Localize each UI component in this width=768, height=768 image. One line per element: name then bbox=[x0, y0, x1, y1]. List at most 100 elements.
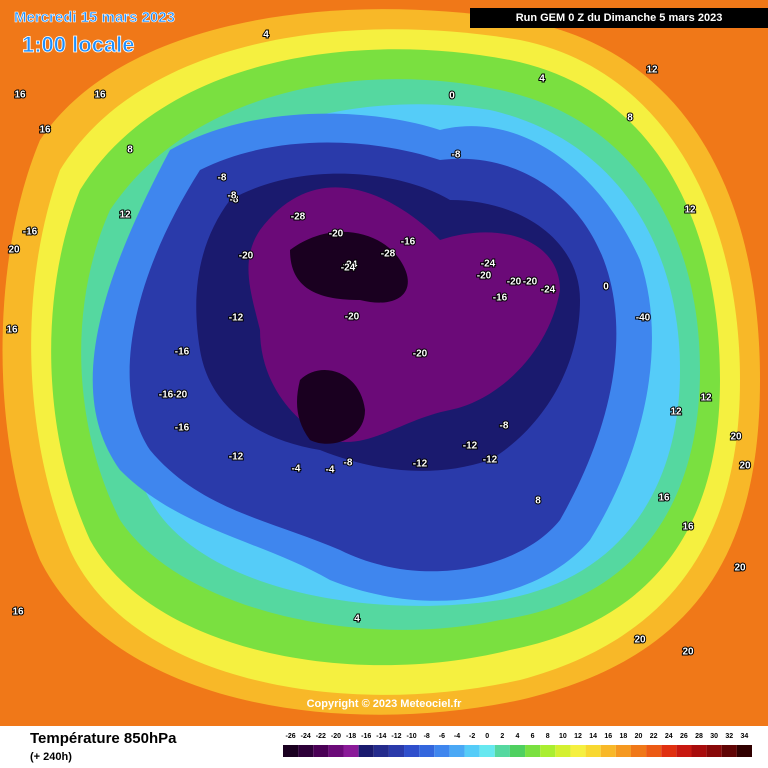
colorbar-swatch bbox=[706, 745, 722, 757]
contour-label: -24 bbox=[541, 285, 556, 296]
colorbar-swatch bbox=[358, 745, 374, 757]
contour-label: -16 bbox=[23, 227, 38, 238]
colorbar-label: -18 bbox=[346, 733, 356, 740]
contour-label: -8 bbox=[218, 173, 227, 184]
contour-label: -8 bbox=[230, 195, 239, 206]
colorbar-swatch bbox=[449, 745, 465, 757]
contour-label: 20 bbox=[730, 432, 742, 443]
colorbar-label: 30 bbox=[710, 733, 718, 740]
contour-label: -16 bbox=[401, 237, 416, 248]
contour-label: -20 bbox=[239, 251, 254, 262]
colorbar-label: -10 bbox=[407, 733, 417, 740]
colorbar: -26 -24 -22 -20 -18 -16 -14 -12 -10 -8 -6 -4 -2 0 2 4 6 8… bbox=[283, 733, 752, 757]
colorbar-label: -24 bbox=[301, 733, 311, 740]
colorbar-swatch bbox=[464, 745, 480, 757]
colorbar-swatch bbox=[343, 745, 359, 757]
colorbar-swatch bbox=[615, 745, 631, 757]
colorbar-label: -6 bbox=[439, 733, 445, 740]
map-background bbox=[0, 0, 768, 726]
contour-label: -20 bbox=[329, 229, 344, 240]
contour-label: 8 bbox=[535, 496, 541, 507]
colorbar-label: -26 bbox=[286, 733, 296, 740]
colorbar-label: 16 bbox=[604, 733, 612, 740]
colorbar-label: -4 bbox=[454, 733, 460, 740]
colorbar-label: 18 bbox=[620, 733, 628, 740]
contour-label: -20 bbox=[477, 271, 492, 282]
colorbar-swatch bbox=[388, 745, 405, 757]
contour-label: 12 bbox=[670, 407, 682, 418]
forecast-date: Mercredi 15 mars 2023 bbox=[14, 9, 175, 26]
colorbar-label: -22 bbox=[316, 733, 326, 740]
colorbar-swatch bbox=[736, 745, 752, 757]
contour-label: -20 bbox=[413, 349, 428, 360]
contour-label: 4 bbox=[539, 74, 545, 85]
contour-label: 20 bbox=[734, 563, 746, 574]
colorbar-swatch bbox=[676, 745, 692, 757]
colorbar-swatch bbox=[691, 745, 707, 757]
contour-label: -4 bbox=[326, 465, 335, 476]
contour-label: -16 bbox=[175, 423, 190, 434]
colorbar-swatch bbox=[630, 745, 647, 757]
colorbar-swatch bbox=[298, 745, 314, 757]
run-box bbox=[470, 8, 768, 28]
colorbar-label: -20 bbox=[331, 733, 341, 740]
contour-label: 12 bbox=[684, 205, 696, 216]
contour-label: -20 bbox=[523, 277, 538, 288]
colorbar-label: -16 bbox=[361, 733, 371, 740]
contour-label: -12 bbox=[229, 313, 244, 324]
colorbar-label: 24 bbox=[665, 733, 673, 740]
contour-label: -20 bbox=[507, 277, 522, 288]
contour-label: -20 bbox=[173, 390, 188, 401]
colorbar-label: 10 bbox=[559, 733, 567, 740]
contour-label: 8 bbox=[127, 145, 133, 156]
contour-label: -24 bbox=[481, 259, 496, 270]
colorbar-label: -8 bbox=[424, 733, 430, 740]
colorbar-label: 28 bbox=[695, 733, 703, 740]
contour-label: -4 bbox=[292, 464, 301, 475]
contour-label: 16 bbox=[94, 90, 106, 101]
contour-label: -40 bbox=[636, 313, 651, 324]
colorbar-label: 32 bbox=[725, 733, 733, 740]
legend-lead: (+ 240h) bbox=[30, 751, 72, 763]
forecast-time: 1:00 locale bbox=[22, 32, 135, 57]
contour-label: -8 bbox=[228, 191, 237, 202]
colorbar-label: -2 bbox=[469, 733, 475, 740]
contour-label: 4 bbox=[354, 614, 360, 625]
colorbar-swatch bbox=[540, 745, 556, 757]
colorbar-swatch bbox=[525, 745, 541, 757]
contour-label: -28 bbox=[381, 249, 396, 260]
run-info: Run GEM 0 Z du Dimanche 5 mars 2023 bbox=[516, 12, 723, 24]
contour-label: -24 bbox=[343, 260, 358, 271]
colorbar-label: 22 bbox=[650, 733, 658, 740]
colorbar-label: 12 bbox=[574, 733, 582, 740]
colorbar-label: 8 bbox=[546, 733, 550, 740]
contour-label: -12 bbox=[483, 455, 498, 466]
colorbar-swatch bbox=[404, 745, 420, 757]
colorbar-swatch bbox=[585, 745, 601, 757]
contour-label: 16 bbox=[12, 607, 24, 618]
contour-label: 16 bbox=[682, 522, 694, 533]
colorbar-swatch bbox=[434, 745, 450, 757]
contour-label: 16 bbox=[39, 125, 51, 136]
contour-label: -16 bbox=[159, 390, 174, 401]
colorbar-label: 14 bbox=[589, 733, 597, 740]
contour-label: 12 bbox=[700, 393, 712, 404]
contour-label: 4 bbox=[263, 30, 269, 41]
colorbar-label: -14 bbox=[376, 733, 386, 740]
colorbar-swatch bbox=[283, 745, 299, 757]
contour-label: -16 bbox=[493, 293, 508, 304]
contour-label: 12 bbox=[119, 210, 131, 221]
colorbar-swatch bbox=[419, 745, 435, 757]
contour-label: -12 bbox=[229, 452, 244, 463]
contour-label: 16 bbox=[6, 325, 18, 336]
colorbar-label: 26 bbox=[680, 733, 688, 740]
contour-label: -20 bbox=[345, 312, 360, 323]
contour-label: -28 bbox=[291, 212, 306, 223]
contour-label: 0 bbox=[449, 91, 455, 102]
colorbar-swatch bbox=[373, 745, 389, 757]
contour-label: -24 bbox=[341, 263, 356, 274]
colorbar-swatch bbox=[570, 745, 586, 757]
